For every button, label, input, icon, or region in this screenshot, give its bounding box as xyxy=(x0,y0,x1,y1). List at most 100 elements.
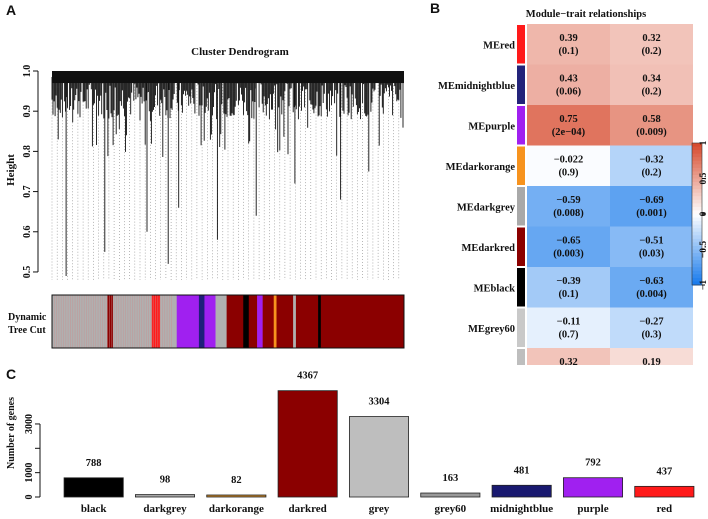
cell-p-MEred-0: (0.1) xyxy=(558,46,579,57)
bar-darkgrey xyxy=(134,494,196,498)
module-swatch-MEdarkorange xyxy=(517,146,525,185)
colorbar-step-16 xyxy=(692,199,702,204)
cell-MEblack-1 xyxy=(610,267,693,308)
colorbar-step-25 xyxy=(692,231,702,236)
cell-p-MEred-1: (0.2) xyxy=(641,46,662,57)
module-swatch-MEgrey60 xyxy=(517,308,525,347)
bar-category-label-darkred: darkred xyxy=(289,503,327,515)
bar-grey xyxy=(348,416,410,498)
cell-p-MEgrey60-1: (0.3) xyxy=(641,330,662,341)
bar-category-label-grey60: grey60 xyxy=(435,503,467,515)
bar-black xyxy=(63,477,124,498)
colorbar-step-13 xyxy=(692,189,702,194)
track-segment-4 xyxy=(160,295,178,348)
colorbar-step-26 xyxy=(692,235,702,240)
cell-p-MEdarkred-1: (0.03) xyxy=(639,249,665,260)
cell-p-MEmidnightblue-0: (0.06) xyxy=(556,87,582,98)
module-swatch-MEpurple xyxy=(517,106,525,145)
panel-label-a: A xyxy=(6,2,17,18)
colorbar-step-34 xyxy=(692,263,702,268)
cell-r-MEgrey-0: 0.32 xyxy=(559,357,577,365)
colorbar-step-35 xyxy=(692,267,702,272)
colorbar-step-14 xyxy=(692,192,702,197)
cell-r-MEdarkred-1: −0.51 xyxy=(639,236,663,247)
bar-red xyxy=(634,485,695,498)
bar-category-label-midnightblue: midnightblue xyxy=(490,503,553,515)
bar-category-label-purple: purple xyxy=(577,503,608,515)
cell-p-MEdarkred-0: (0.003) xyxy=(553,249,584,260)
bar-purple xyxy=(562,477,624,498)
cell-p-MEpurple-0: (2e−04) xyxy=(552,127,586,138)
colorbar-step-23 xyxy=(692,224,702,229)
panel-label-c: C xyxy=(6,366,17,382)
module-swatch-MEblack xyxy=(517,268,525,307)
colorbar-step-9 xyxy=(692,174,702,179)
bar-value-label-red: 437 xyxy=(656,466,672,477)
y-tick-label-1: 0.6 xyxy=(22,226,33,239)
cell-r-MEred-0: 0.39 xyxy=(559,33,577,44)
colorbar-step-8 xyxy=(692,171,702,176)
module-label-MEdarkgrey: MEdarkgrey xyxy=(457,202,516,213)
cell-MEred-1 xyxy=(610,24,693,65)
module-trait-heatmap: Module−trait relationships MEred 0.39 (0.1… xyxy=(438,9,708,365)
cell-r-MEred-1: 0.32 xyxy=(642,33,660,44)
bar-series: 788 black 98 darkgrey 82 darkorange 4367 darkre… xyxy=(63,371,695,515)
cell-MEred-0 xyxy=(527,24,610,65)
module-swatch-MEdarkgrey xyxy=(517,187,525,226)
track-segment-7 xyxy=(204,295,216,348)
colorbar-step-0 xyxy=(692,143,702,148)
cell-r-MEgrey60-1: −0.27 xyxy=(639,317,663,328)
module-label-MEgrey: MEgrey xyxy=(478,364,515,365)
colorbar-step-7 xyxy=(692,167,702,172)
bar-value-label-black: 788 xyxy=(86,458,102,469)
bar-midnightblue xyxy=(491,484,552,498)
bar-value-label-purple: 792 xyxy=(585,458,601,469)
module-label-MEpurple: MEpurple xyxy=(468,121,515,132)
dendrogram-branches xyxy=(51,71,404,280)
colorbar-step-15 xyxy=(692,196,702,201)
panel-label-b: B xyxy=(430,0,441,16)
track-segment-12 xyxy=(257,295,263,348)
cell-p-MEdarkgrey-1: (0.001) xyxy=(636,208,667,219)
cell-MEdarkgrey-0 xyxy=(527,186,610,227)
cell-MEdarkred-0 xyxy=(527,226,610,267)
cell-p-MEdarkgrey-0: (0.008) xyxy=(553,208,584,219)
bar-category-label-red: red xyxy=(656,503,672,515)
heatmap-title: Module−trait relationships xyxy=(526,9,646,20)
track-segment-1 xyxy=(107,295,114,348)
module-label-MEdarkred: MEdarkred xyxy=(462,243,516,254)
colorbar-step-37 xyxy=(692,274,702,279)
track-segment-10 xyxy=(243,295,250,348)
dendrogram-ylabel: Height xyxy=(5,154,17,186)
bar-category-label-grey: grey xyxy=(369,503,390,515)
dendrogram-leaves xyxy=(51,77,404,276)
bar-value-label-darkgrey: 98 xyxy=(160,475,171,486)
cell-r-MEpurple-0: 0.75 xyxy=(559,114,577,125)
track-label-line1: Dynamic xyxy=(8,312,47,323)
bar-darkred xyxy=(277,390,338,498)
cell-r-MEdarkgrey-0: −0.59 xyxy=(556,195,580,206)
module-label-MEred: MEred xyxy=(483,40,515,51)
colorbar-step-31 xyxy=(692,253,702,258)
bar-value-label-grey60: 163 xyxy=(442,473,458,484)
colorbar-tick-label-4: −1 xyxy=(699,280,708,290)
colorbar-step-29 xyxy=(692,245,702,250)
module-color-track xyxy=(51,294,405,349)
track-segment-16 xyxy=(293,295,297,348)
track-segment-9 xyxy=(226,295,244,348)
heatmap-colorbar: 1 0.5 0 −0.5 −1 xyxy=(691,140,708,290)
cell-MEdarkorange-0 xyxy=(527,145,610,186)
cell-r-MEgrey60-0: −0.11 xyxy=(557,317,581,328)
colorbar-step-22 xyxy=(692,221,702,226)
y-tick-label-5: 1.0 xyxy=(22,65,33,78)
colorbar-step-30 xyxy=(692,249,702,254)
c-y-tick-label-1: 1000 xyxy=(24,463,35,483)
cell-MEgrey-0 xyxy=(527,348,610,365)
cell-r-MEblack-0: −0.39 xyxy=(556,276,580,287)
module-swatch-MEdarkred xyxy=(517,227,525,266)
track-segment-13 xyxy=(262,295,275,348)
y-tick-label-2: 0.7 xyxy=(22,185,33,198)
cell-r-MEpurple-1: 0.58 xyxy=(642,114,660,125)
bar-y-axis: 0 1000 3000 xyxy=(24,414,41,500)
module-swatch-MEmidnightblue xyxy=(517,65,525,104)
